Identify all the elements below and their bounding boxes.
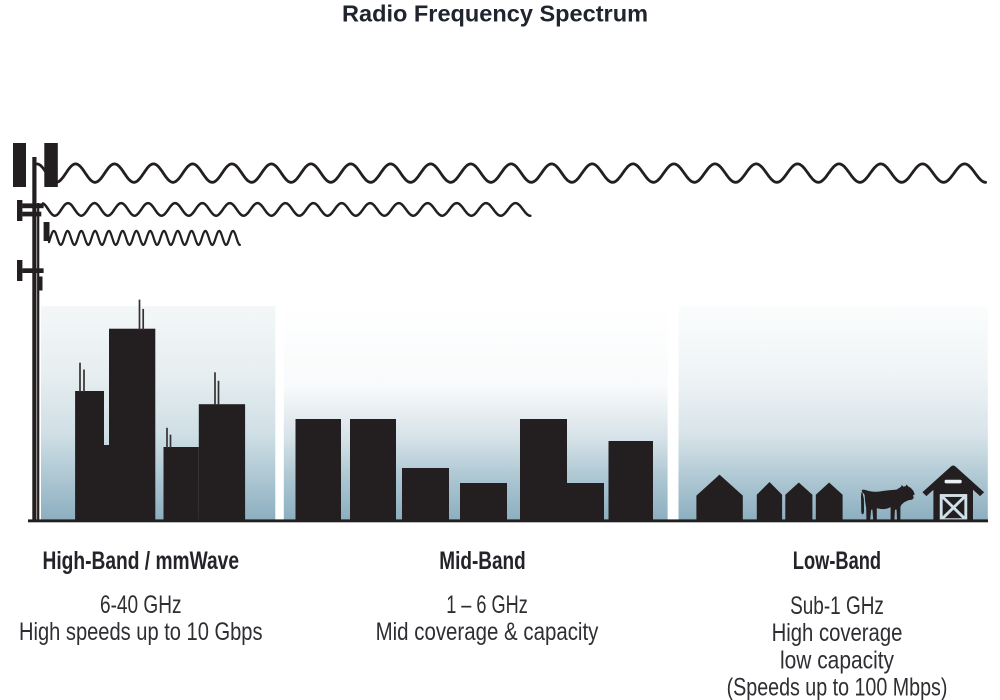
- svg-text:Sub-1 GHz: Sub-1 GHz: [790, 592, 884, 620]
- svg-text:1 – 6 GHz: 1 – 6 GHz: [446, 591, 528, 619]
- svg-text:6-40 GHz: 6-40 GHz: [100, 591, 182, 619]
- svg-text:(Speeds up to 100 Mbps): (Speeds up to 100 Mbps): [727, 674, 948, 700]
- svg-text:High speeds up to 10 Gbps: High speeds up to 10 Gbps: [19, 618, 263, 646]
- svg-text:High coverage: High coverage: [772, 619, 903, 647]
- svg-text:Radio Frequency Spectrum: Radio Frequency Spectrum: [342, 0, 648, 26]
- svg-text:Mid coverage & capacity: Mid coverage & capacity: [376, 618, 599, 646]
- svg-text:High-Band / mmWave: High-Band / mmWave: [43, 547, 240, 575]
- svg-text:Mid-Band: Mid-Band: [439, 547, 525, 575]
- svg-text:Low-Band: Low-Band: [793, 547, 881, 575]
- svg-text:low capacity: low capacity: [780, 646, 894, 674]
